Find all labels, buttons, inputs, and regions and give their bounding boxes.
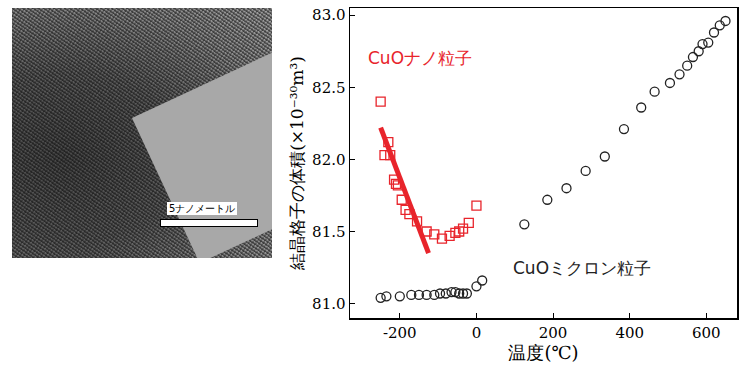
svg-text:0: 0 [472,324,482,342]
svg-text:温度(℃): 温度(℃) [508,342,578,363]
svg-text:83.0: 83.0 [312,6,345,24]
svg-text:82.0: 82.0 [312,151,345,169]
svg-text:200: 200 [539,324,568,342]
svg-text:81.0: 81.0 [312,295,345,313]
svg-text:600: 600 [692,324,721,342]
svg-text:400: 400 [615,324,644,342]
svg-text:81.5: 81.5 [312,223,345,241]
svg-text:CuOミクロン粒子: CuOミクロン粒子 [513,258,651,278]
html-text:5ナノメートル: 5ナノメートル [169,203,236,214]
svg-text:結晶格子の体積(×10⁻³⁰m³): 結晶格子の体積(×10⁻³⁰m³) [287,56,307,271]
svg-text:CuOナノ粒子: CuOナノ粒子 [368,48,472,68]
svg-text:-200: -200 [383,324,417,342]
svg-text:82.5: 82.5 [312,79,345,97]
